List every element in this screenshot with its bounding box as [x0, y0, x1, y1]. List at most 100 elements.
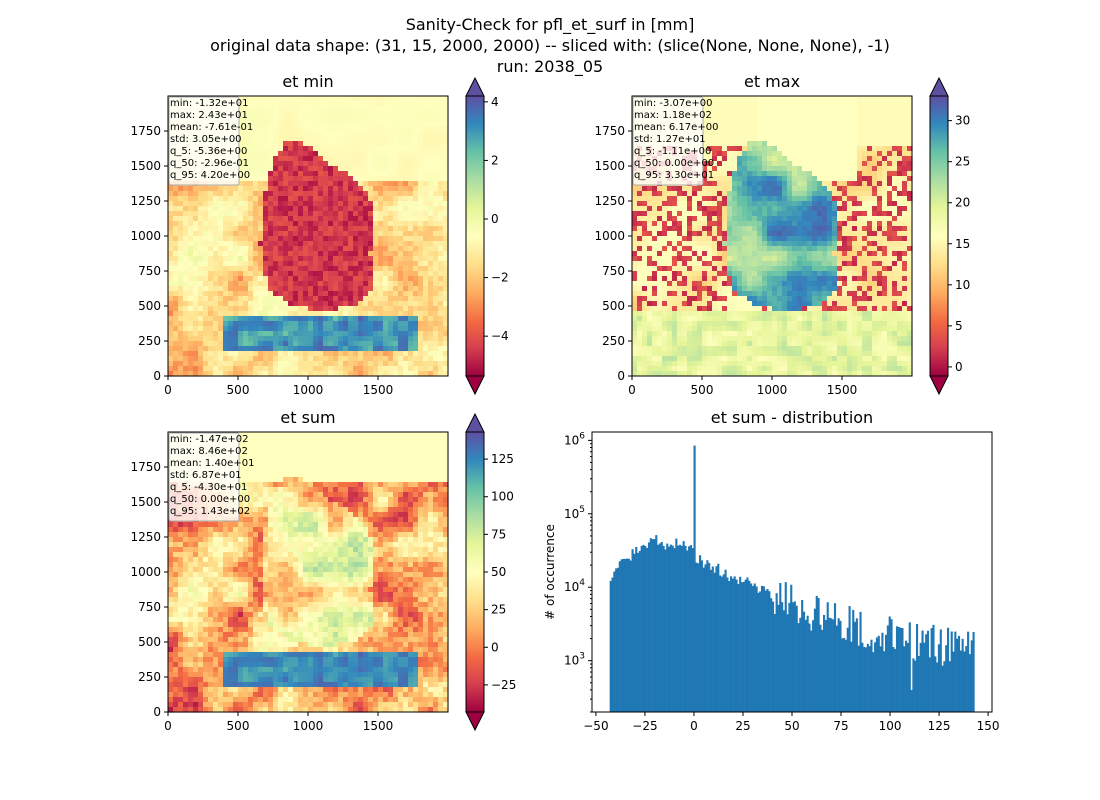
- histogram-bar: [719, 575, 722, 712]
- histogram-bar: [868, 646, 871, 712]
- histogram-bar: [653, 539, 656, 712]
- histogram-bar: [861, 642, 864, 712]
- histogram-bar: [735, 579, 738, 712]
- y-tick-label: 1250: [130, 194, 161, 208]
- histogram-bar: [673, 548, 676, 712]
- histogram-bar: [724, 569, 727, 712]
- histogram-bar: [708, 563, 711, 712]
- histogram-bar: [646, 548, 649, 712]
- histogram-bar: [897, 626, 900, 712]
- colorbar-tick-label: 10: [955, 278, 970, 292]
- histogram-bar: [875, 637, 878, 712]
- x-tick-label: 500: [227, 719, 250, 733]
- histogram-bar: [664, 549, 667, 712]
- histogram-bar: [846, 627, 849, 712]
- y-tick-label: 1250: [594, 194, 625, 208]
- x-tick-label: 125: [928, 719, 951, 733]
- histogram-bar: [680, 545, 683, 712]
- y-tick-label: 750: [602, 264, 625, 278]
- histogram-bar: [702, 567, 705, 712]
- histogram-bar: [757, 592, 760, 712]
- y-tick-label: 1500: [130, 495, 161, 509]
- histogram-bar: [824, 620, 827, 712]
- stats-line: q_50: 0.00e+00: [634, 158, 714, 169]
- y-tick-label: 500: [602, 299, 625, 313]
- x-tick-label: 500: [691, 383, 714, 397]
- histogram-bar: [864, 647, 868, 712]
- histogram-bar: [804, 619, 807, 712]
- histogram-bar: [669, 544, 672, 712]
- histogram-bar: [655, 535, 658, 712]
- histogram-bar: [693, 445, 696, 712]
- histogram-bar: [961, 638, 964, 712]
- histogram-bar: [895, 626, 899, 712]
- histogram-bar: [813, 608, 816, 712]
- histogram-bar: [691, 548, 694, 712]
- y-tick-label: 250: [602, 334, 625, 348]
- histogram-bar: [968, 654, 971, 712]
- histogram-bar: [678, 544, 682, 712]
- histogram-bar: [919, 642, 922, 712]
- histogram-bar: [841, 638, 844, 712]
- histogram-bar: [713, 572, 716, 712]
- histogram-bar: [797, 623, 800, 712]
- histogram-bar: [671, 545, 674, 712]
- histogram-bar: [950, 631, 953, 712]
- y-tick-label: 105: [564, 505, 585, 521]
- histogram-bar: [609, 580, 612, 712]
- histogram-bar: [912, 658, 915, 712]
- colorbar-tick-label: 5: [955, 319, 963, 333]
- histogram-bar: [704, 564, 707, 712]
- histogram-bar: [759, 591, 762, 712]
- x-tick-label: 50: [784, 719, 799, 733]
- histogram-bar: [923, 642, 926, 712]
- histogram-bar: [799, 617, 802, 712]
- histogram-bar: [782, 610, 785, 712]
- y-tick-label: 750: [138, 264, 161, 278]
- histogram-bar: [697, 563, 700, 712]
- colorbar-gradient: [929, 95, 949, 377]
- histogram-bar: [751, 585, 754, 712]
- stats-line: q_5: -5.36e+00: [170, 146, 247, 157]
- histogram-bar: [833, 603, 837, 712]
- histogram-bar: [959, 650, 962, 712]
- colorbar-tick-label: 0: [491, 212, 499, 226]
- stats-line: max: 8.46e+02: [170, 446, 248, 457]
- histogram-bar: [888, 616, 891, 712]
- histogram-bar: [866, 643, 869, 712]
- histogram-bar: [906, 642, 909, 712]
- histogram-bar: [828, 617, 831, 712]
- histogram-bar: [835, 625, 838, 712]
- histogram-bar: [948, 661, 951, 712]
- colorbar: −25 0 25 50 75 100 125: [465, 412, 516, 732]
- suptitle-line-1: Sanity-Check for pfl_et_surf in [mm]: [406, 15, 695, 35]
- histogram-bar: [668, 546, 671, 712]
- y-tick-label: 104: [564, 578, 585, 594]
- histogram-bar: [742, 581, 745, 712]
- colorbar-extend-min: [465, 711, 485, 732]
- histogram-bar: [910, 689, 913, 712]
- stats-line: mean: 1.40e+01: [170, 458, 254, 469]
- y-tick-label: 1000: [130, 229, 161, 243]
- histogram-bar: [740, 582, 744, 712]
- histogram-bar: [963, 651, 966, 712]
- histogram-bar: [684, 545, 687, 712]
- histogram-bar: [611, 577, 614, 712]
- x-tick-label: 75: [833, 719, 848, 733]
- x-tick-label: −50: [583, 719, 608, 733]
- histogram-bar: [786, 614, 789, 712]
- y-tick-label: 1250: [130, 530, 161, 544]
- histogram-bar: [773, 613, 776, 712]
- histogram-bar: [627, 558, 630, 712]
- histogram-bar: [970, 640, 973, 712]
- histogram-bar: [839, 620, 842, 712]
- colorbar-gradient: [465, 431, 485, 713]
- histogram-bar: [682, 541, 685, 712]
- histogram-bar: [626, 558, 629, 712]
- histogram-bar: [766, 589, 769, 712]
- x-tick-label: 0: [628, 383, 636, 397]
- histogram-bar: [675, 538, 678, 712]
- histogram-bar: [635, 546, 638, 712]
- histogram-bar: [790, 584, 793, 712]
- stats-line: q_50: 0.00e+00: [170, 494, 250, 505]
